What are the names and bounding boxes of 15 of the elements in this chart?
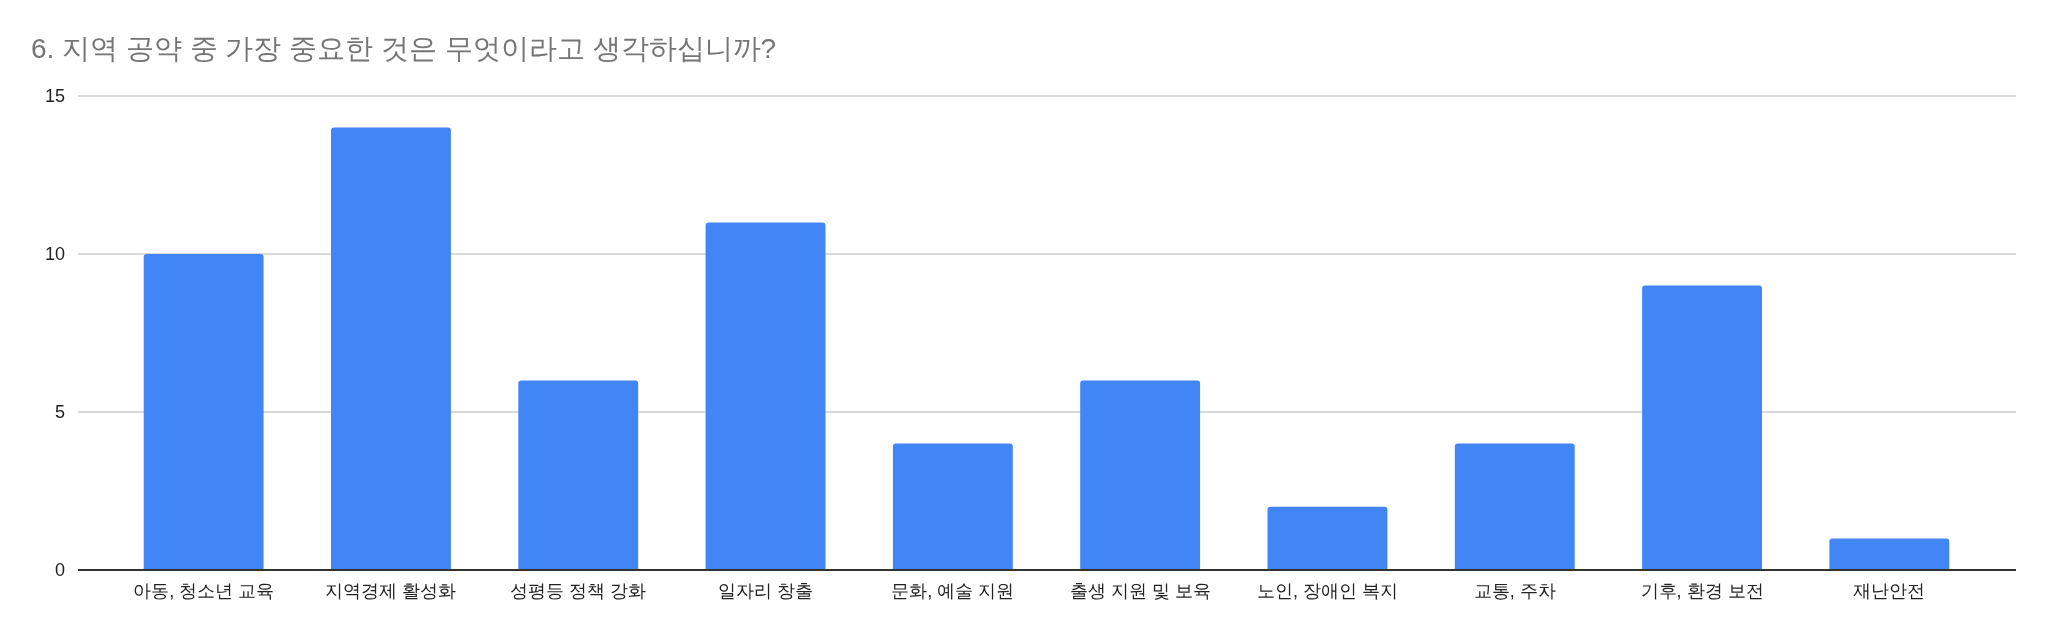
x-tick-label: 재난안전 xyxy=(1853,581,1926,601)
x-tick-label: 교통, 주차 xyxy=(1473,581,1556,601)
x-tick-label: 출생 지원 및 보육 xyxy=(1069,581,1211,601)
y-tick-label: 0 xyxy=(54,560,65,580)
x-tick-label: 지역경제 활성화 xyxy=(325,581,457,601)
x-tick-label: 아동, 청소년 교육 xyxy=(133,581,275,601)
title: 6. 지역 공약 중 가장 중요한 것은 무엇이라고 생각하십니까? xyxy=(31,33,777,64)
x-tick-label: 노인, 장애인 복지 xyxy=(1256,581,1398,601)
y-tick-label: 15 xyxy=(44,86,65,106)
y-tick-label: 10 xyxy=(44,244,65,264)
x-tick-label: 기후, 환경 보전 xyxy=(1640,581,1764,601)
x-tick-label: 문화, 예술 지원 xyxy=(891,581,1015,601)
x-tick-label: 성평등 정책 강화 xyxy=(510,581,647,601)
y-tick-label: 5 xyxy=(54,402,65,422)
x-tick-label: 일자리 창출 xyxy=(718,581,814,601)
